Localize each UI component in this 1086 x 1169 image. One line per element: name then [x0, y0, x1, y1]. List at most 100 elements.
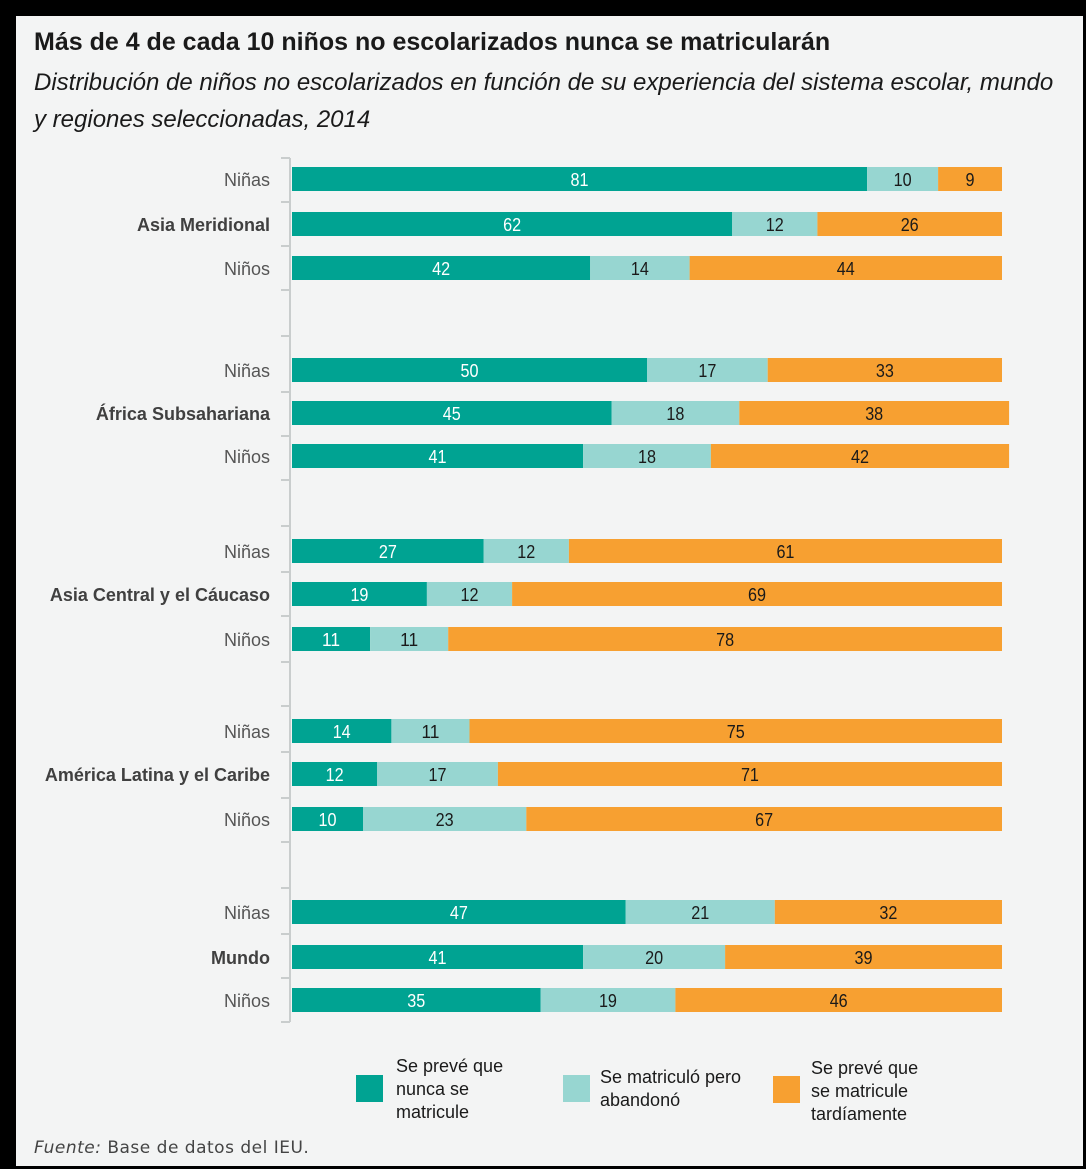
bar-segment-g2-b1-s0	[292, 582, 427, 606]
source-prefix: Fuente:	[34, 1138, 102, 1158]
legend-swatch-0	[356, 1075, 383, 1102]
bar-segment-g4-b0-s0	[292, 900, 626, 924]
data-label-g1-b1-s1: 18	[666, 404, 684, 424]
bar-segment-g4-b2-s1	[540, 988, 676, 1012]
legend-label-0-line-2: matricule	[396, 1102, 469, 1122]
data-label-g2-b2-s2: 78	[716, 630, 734, 650]
data-label-g0-b1-s1: 12	[766, 215, 784, 235]
bar-segment-g1-b2-s0	[292, 444, 584, 468]
bar-segment-g3-b0-s2	[469, 719, 1002, 743]
data-label-g4-b2-s2: 46	[830, 991, 848, 1011]
bar-segment-g4-b2-s2	[675, 988, 1002, 1012]
bar-segment-g4-b1-s0	[292, 945, 584, 969]
data-label-g0-b0-s2: 9	[966, 170, 975, 190]
data-label-g3-b0-s0: 14	[333, 722, 351, 742]
data-label-g0-b2-s2: 44	[837, 259, 855, 279]
bar-segment-g2-b0-s1	[483, 539, 569, 563]
sub-label-g4-b0: Niñas	[224, 903, 270, 923]
data-label-g2-b2-s1: 11	[400, 630, 418, 650]
data-label-g3-b1-s0: 12	[326, 765, 344, 785]
source-text: Base de datos del IEU.	[101, 1138, 310, 1158]
bar-segment-g3-b1-s2	[497, 762, 1002, 786]
data-label-g4-b0-s1: 21	[691, 903, 709, 923]
data-label-g1-b2-s2: 42	[851, 447, 869, 467]
legend-label-1-line-0: Se matriculó pero	[600, 1067, 741, 1087]
bar-segment-g3-b2-s1	[363, 807, 527, 831]
data-label-g2-b0-s2: 61	[776, 542, 794, 562]
data-label-g4-b0-s0: 47	[450, 903, 468, 923]
data-label-g1-b0-s2: 33	[876, 361, 894, 381]
data-label-g1-b2-s0: 41	[429, 447, 447, 467]
legend-swatch-2	[773, 1076, 800, 1103]
sub-label-g1-b0: Niñas	[224, 361, 270, 381]
bar-segment-g0-b2-s0	[292, 256, 591, 280]
data-label-g3-b1-s1: 17	[429, 765, 447, 785]
sub-label-g2-b0: Niñas	[224, 542, 270, 562]
bar-segment-g3-b1-s1	[377, 762, 498, 786]
sub-label-g3-b0: Niñas	[224, 722, 270, 742]
data-label-g3-b2-s2: 67	[755, 810, 773, 830]
legend-label-2-line-2: tardíamente	[811, 1104, 907, 1124]
data-label-g2-b1-s2: 69	[748, 585, 766, 605]
bar-segment-g0-b0-s1	[867, 167, 939, 191]
bar-segment-g3-b2-s0	[292, 807, 363, 831]
sub-label-g3-b2: Niños	[224, 810, 270, 830]
data-label-g1-b0-s1: 17	[698, 361, 716, 381]
region-label-4: Mundo	[211, 948, 270, 968]
bar-segment-g0-b0-s2	[938, 167, 1002, 191]
legend-label-0-line-1: nunca se	[396, 1079, 469, 1099]
chart-subtitle: Distribución de niños no escolarizados e…	[34, 69, 1054, 133]
bar-segment-g2-b1-s1	[426, 582, 513, 606]
bar-segment-g3-b0-s0	[292, 719, 392, 743]
data-label-g3-b2-s0: 10	[319, 810, 337, 830]
bar-segment-g1-b0-s2	[767, 358, 1002, 382]
bar-segment-g2-b2-s2	[448, 627, 1002, 651]
data-label-g0-b2-s1: 14	[631, 259, 649, 279]
bar-segment-g2-b2-s1	[370, 627, 449, 651]
bar-segment-g2-b0-s2	[568, 539, 1002, 563]
bar-segment-g0-b2-s2	[689, 256, 1002, 280]
data-label-g4-b1-s0: 41	[429, 948, 447, 968]
data-label-g2-b2-s0: 11	[322, 630, 340, 650]
bar-segment-g0-b0-s0	[292, 167, 868, 191]
bar-segment-g0-b2-s1	[590, 256, 690, 280]
bar-segment-g4-b1-s2	[725, 945, 1002, 969]
bar-segment-g0-b1-s2	[817, 212, 1002, 236]
data-label-g4-b1-s1: 20	[645, 948, 663, 968]
data-label-g2-b1-s0: 19	[350, 585, 368, 605]
bar-segment-g3-b2-s2	[526, 807, 1002, 831]
legend-label-0-line-0: Se prevé que	[396, 1056, 503, 1076]
region-label-1: África Subsahariana	[96, 403, 271, 424]
data-label-g0-b1-s0: 62	[503, 215, 521, 235]
bar-segment-g1-b1-s2	[739, 401, 1010, 425]
region-label-2: Asia Central y el Cáucaso	[50, 585, 270, 605]
sub-label-g1-b2: Niños	[224, 447, 270, 467]
bar-segment-g1-b2-s1	[583, 444, 711, 468]
sub-label-g2-b2: Niños	[224, 630, 270, 650]
bar-segment-g2-b2-s0	[292, 627, 371, 651]
data-label-g3-b1-s2: 71	[741, 765, 759, 785]
data-label-g1-b1-s2: 38	[865, 404, 883, 424]
bar-segment-g1-b0-s1	[647, 358, 768, 382]
data-label-g4-b2-s0: 35	[407, 991, 425, 1011]
bar-segment-g1-b0-s0	[292, 358, 647, 382]
chart-title: Más de 4 de cada 10 niños no escolarizad…	[34, 28, 831, 56]
sub-label-g0-b2: Niños	[224, 259, 270, 279]
legend-label-2-line-0: Se prevé que	[811, 1058, 918, 1078]
data-label-g1-b1-s0: 45	[443, 404, 461, 424]
legend-swatch-1	[563, 1075, 590, 1102]
sub-label-g0-b0: Niñas	[224, 170, 270, 190]
legend-label-2-line-1: se matricule	[811, 1081, 908, 1101]
data-label-g0-b2-s0: 42	[432, 259, 450, 279]
bar-segment-g3-b0-s1	[391, 719, 470, 743]
sub-label-g4-b2: Niños	[224, 991, 270, 1011]
data-label-g2-b0-s1: 12	[517, 542, 535, 562]
bar-segment-g4-b0-s2	[774, 900, 1002, 924]
bar-segment-g3-b1-s0	[292, 762, 378, 786]
region-label-0: Asia Meridional	[137, 215, 270, 235]
data-label-g2-b1-s1: 12	[461, 585, 479, 605]
legend-label-1-line-1: abandonó	[600, 1090, 680, 1110]
data-label-g1-b0-s0: 50	[461, 361, 479, 381]
bar-segment-g4-b1-s1	[583, 945, 726, 969]
